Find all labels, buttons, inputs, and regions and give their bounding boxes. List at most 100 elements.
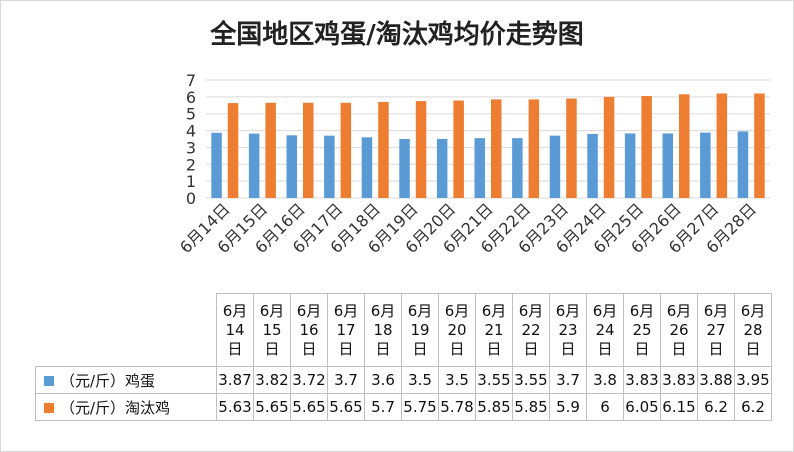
table-header-text: 6月 (703, 301, 729, 320)
bar-egg (587, 133, 598, 198)
table-header-text: 21 (484, 320, 504, 339)
table-value-cell: 5.65 (290, 393, 328, 421)
bar-egg (436, 139, 448, 198)
table-header-cell: 6月 14 日 (216, 293, 254, 367)
bar-chart: 012345676月14日6月15日6月16日6月17日6月18日6月19日6月… (176, 71, 770, 257)
table-header-cell: 6月 26 日 (660, 293, 698, 367)
bar-egg (512, 138, 523, 198)
table-header-text: 17 (336, 320, 356, 339)
bar-culled-hen (528, 99, 540, 198)
bar-culled-hen (641, 96, 652, 198)
table-header-text: 6月 (740, 301, 766, 320)
bar-culled-hen (378, 101, 389, 198)
legend-cell: （元/斤）鸡蛋 (35, 366, 217, 394)
table-header-text: 日 (412, 339, 428, 358)
table-value-cell: 3.87 (216, 366, 254, 394)
table-value-cell: 3.6 (364, 366, 402, 394)
table-value-cell: 5.85 (475, 393, 513, 421)
table-header-text: 日 (671, 339, 687, 358)
bar-culled-hen (227, 103, 239, 198)
table-header-text: 6月 (333, 301, 359, 320)
table-header-text: 日 (745, 339, 761, 358)
table-value-cell: 3.8 (586, 366, 624, 394)
table-header-text: 日 (301, 339, 317, 358)
table-header-cell: 6月 27 日 (697, 293, 735, 367)
bar-egg (737, 131, 749, 198)
table-header-text: 14 (225, 320, 245, 339)
bar-egg (286, 135, 297, 198)
bar-egg (549, 135, 561, 198)
table-header-text: 6月 (481, 301, 507, 320)
table-corner-cell (35, 293, 217, 367)
table-header-cell: 6月 17 日 (327, 293, 365, 367)
bar-culled-hen (603, 96, 615, 198)
table-header-text: 15 (262, 320, 282, 339)
table-header-text: 日 (264, 339, 280, 358)
bar-culled-hen (491, 99, 502, 198)
table-header-text: 19 (410, 320, 430, 339)
table-value-cell: 3.88 (697, 366, 735, 394)
table-header-text: 6月 (444, 301, 470, 320)
table-value-cell: 6.2 (697, 393, 735, 421)
table-header-cell: 6月 28 日 (734, 293, 772, 367)
table-header-text: 6月 (592, 301, 618, 320)
table-header-text: 26 (669, 320, 689, 339)
table-value-cell: 3.72 (290, 366, 328, 394)
table-header-row: 6月 14 日 6月 15 日 6月 16 日 6月 17 日 6月 18 日 6月 19 日 6月 20 日 6月 21 日… (35, 293, 772, 367)
y-tick-label: 1 (186, 172, 196, 191)
table-header-text: 6月 (518, 301, 544, 320)
legend-swatch (44, 376, 54, 386)
bar-culled-hen (340, 102, 352, 198)
table-header-text: 20 (447, 320, 467, 339)
table-value-cell: 6.2 (734, 393, 772, 421)
table-header-text: 18 (373, 320, 393, 339)
legend-label: （元/斤）鸡蛋 (60, 371, 156, 390)
table-value-cell: 6 (586, 393, 624, 421)
table-header-cell: 6月 23 日 (549, 293, 587, 367)
bar-culled-hen (453, 100, 464, 198)
y-tick-label: 7 (186, 71, 196, 90)
bar-egg (624, 133, 636, 198)
y-tick-label: 0 (186, 189, 196, 208)
chart-title: 全国地区鸡蛋/淘汰鸡均价走势图 (210, 20, 584, 50)
bar-culled-hen (566, 98, 577, 198)
table-value-cell: 5.9 (549, 393, 587, 421)
table-row: （元/斤）鸡蛋 3.87 3.82 3.72 3.7 3.6 3.5 3.5 3.55 3.55 3… (35, 366, 772, 394)
table-value-cell: 5.7 (364, 393, 402, 421)
bar-culled-hen (716, 93, 728, 198)
table-header-cell: 6月 15 日 (253, 293, 291, 367)
table-header-text: 日 (449, 339, 465, 358)
table-header-text: 6月 (296, 301, 322, 320)
table-value-cell: 6.05 (623, 393, 661, 421)
table-header-text: 日 (523, 339, 539, 358)
bar-culled-hen (754, 93, 765, 198)
y-tick-label: 3 (186, 138, 196, 157)
table-header-text: 6月 (555, 301, 581, 320)
table-value-cell: 5.85 (512, 393, 550, 421)
bar-egg (700, 132, 711, 198)
table-header-cell: 6月 20 日 (438, 293, 476, 367)
table-header-text: 日 (634, 339, 650, 358)
table-header-text: 日 (338, 339, 354, 358)
table-header-text: 6月 (666, 301, 692, 320)
table-header-text: 日 (375, 339, 391, 358)
table-value-cell: 3.5 (438, 366, 476, 394)
table-header-cell: 6月 19 日 (401, 293, 439, 367)
table-header-text: 6月 (259, 301, 285, 320)
table-header-cell: 6月 21 日 (475, 293, 513, 367)
table-value-cell: 3.7 (327, 366, 365, 394)
table-value-cell: 3.95 (734, 366, 772, 394)
table-value-cell: 3.5 (401, 366, 439, 394)
table-header-text: 27 (706, 320, 726, 339)
table-value-cell: 5.78 (438, 393, 476, 421)
table-header-text: 25 (632, 320, 652, 339)
bar-egg (248, 133, 260, 198)
table-header-text: 日 (486, 339, 502, 358)
bar-egg (399, 139, 410, 198)
table-header-cell: 6月 22 日 (512, 293, 550, 367)
legend-swatch (44, 403, 54, 413)
table-header-text: 日 (597, 339, 613, 358)
table-header-cell: 6月 24 日 (586, 293, 624, 367)
table-header-text: 28 (743, 320, 763, 339)
bar-egg (474, 138, 485, 198)
